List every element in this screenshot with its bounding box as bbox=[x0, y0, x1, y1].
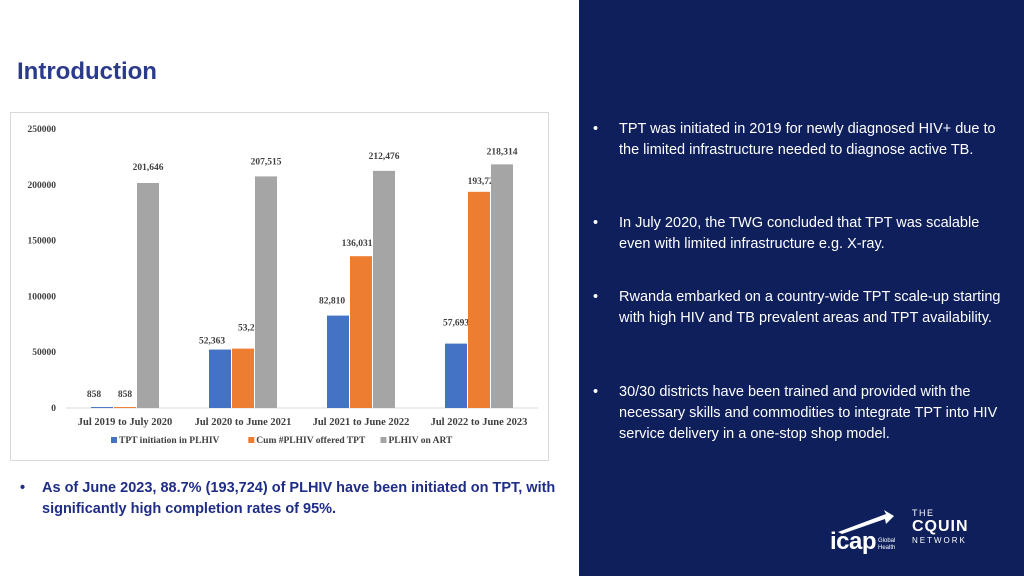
legend-label: Cum #PLHIV offered TPT bbox=[256, 436, 366, 446]
data-label: 858 bbox=[87, 390, 102, 400]
legend-swatch bbox=[248, 437, 255, 443]
logos: icap Global Health THE CQUIN NETWORK bbox=[830, 508, 990, 558]
y-tick-label: 100000 bbox=[28, 292, 57, 302]
x-tick-label: Jul 2022 to June 2023 bbox=[431, 417, 528, 428]
y-tick-label: 150000 bbox=[28, 237, 57, 247]
data-label: 53,221 bbox=[238, 324, 264, 334]
data-label: 218,314 bbox=[487, 147, 518, 157]
bar bbox=[137, 182, 159, 408]
bullet-text: 30/30 districts have been trained and pr… bbox=[619, 384, 998, 442]
right-panel: • TPT was initiated in 2019 for newly di… bbox=[579, 0, 1024, 576]
y-tick-label: 50000 bbox=[32, 348, 56, 358]
right-bullet: • TPT was initiated in 2019 for newly di… bbox=[593, 119, 1008, 161]
icap-logo: icap Global Health bbox=[830, 510, 895, 558]
right-bullet: • 30/30 districts have been trained and … bbox=[593, 382, 1008, 445]
cquin-the: THE bbox=[912, 508, 935, 518]
bottom-bullet: • As of June 2023, 88.7% (193,724) of PL… bbox=[20, 478, 560, 520]
cquin-logo: THE CQUIN NETWORK bbox=[912, 508, 969, 545]
data-label: 136,031 bbox=[342, 239, 373, 249]
icap-swoosh-icon bbox=[838, 510, 894, 534]
data-label: 193,724 bbox=[468, 177, 499, 187]
x-tick-label: Jul 2021 to June 2022 bbox=[313, 417, 410, 428]
x-tick-label: Jul 2019 to July 2020 bbox=[78, 417, 173, 428]
data-label: 201,646 bbox=[133, 163, 164, 173]
y-tick-label: 250000 bbox=[28, 125, 57, 135]
bullet-text: TPT was initiated in 2019 for newly diag… bbox=[619, 121, 996, 158]
bar bbox=[232, 348, 254, 408]
data-label: 82,810 bbox=[319, 297, 345, 307]
right-bullet: • In July 2020, the TWG concluded that T… bbox=[593, 213, 1008, 255]
legend-label: TPT initiation in PLHIV bbox=[119, 436, 220, 446]
bullet-text: As of June 2023, 88.7% (193,724) of PLHI… bbox=[42, 480, 556, 517]
chart-svg: 0 50000 100000 150000 200000 250000 858 858 201,… bbox=[28, 125, 538, 446]
bar bbox=[491, 164, 513, 408]
bar bbox=[445, 343, 467, 408]
bar bbox=[350, 256, 372, 408]
bullet-text: Rwanda embarked on a country-wide TPT sc… bbox=[619, 289, 1001, 326]
bar bbox=[209, 349, 231, 408]
legend-swatch bbox=[380, 437, 387, 443]
data-label: 52,363 bbox=[199, 337, 225, 347]
bar bbox=[327, 315, 349, 408]
icap-wordmark: icap bbox=[830, 528, 877, 555]
bullet-marker: • bbox=[593, 289, 599, 305]
bar bbox=[91, 407, 113, 408]
legend-swatch bbox=[111, 437, 117, 443]
data-label: 57,693 bbox=[443, 319, 469, 329]
bullet-text: In July 2020, the TWG concluded that TPT… bbox=[619, 215, 980, 252]
data-label: 207,515 bbox=[251, 157, 282, 167]
icap-sub-health: Health bbox=[878, 545, 896, 551]
bullet-marker: • bbox=[593, 384, 599, 400]
bullet-marker: • bbox=[593, 121, 599, 137]
bar bbox=[255, 176, 277, 408]
right-bullet: • Rwanda embarked on a country-wide TPT … bbox=[593, 287, 1008, 329]
y-tick-label: 200000 bbox=[28, 181, 57, 191]
bar bbox=[468, 191, 490, 408]
x-tick-label: Jul 2020 to June 2021 bbox=[195, 417, 292, 428]
data-label: 212,476 bbox=[369, 152, 400, 162]
bullet-marker: • bbox=[593, 215, 599, 231]
legend-label: PLHIV on ART bbox=[389, 436, 454, 446]
y-tick-label: 0 bbox=[51, 404, 56, 414]
bar bbox=[373, 170, 395, 408]
cquin-name: CQUIN bbox=[912, 518, 969, 535]
cquin-network: NETWORK bbox=[912, 536, 967, 545]
bar-chart: 0 50000 100000 150000 200000 250000 858 858 201,… bbox=[10, 112, 549, 461]
data-label: 858 bbox=[118, 390, 133, 400]
icap-subtitle: Global Health bbox=[878, 538, 895, 552]
bullet-marker: • bbox=[20, 480, 26, 496]
icap-sub-global: Global bbox=[878, 538, 896, 544]
slide-title: Introduction bbox=[17, 58, 157, 85]
bar bbox=[114, 407, 136, 408]
